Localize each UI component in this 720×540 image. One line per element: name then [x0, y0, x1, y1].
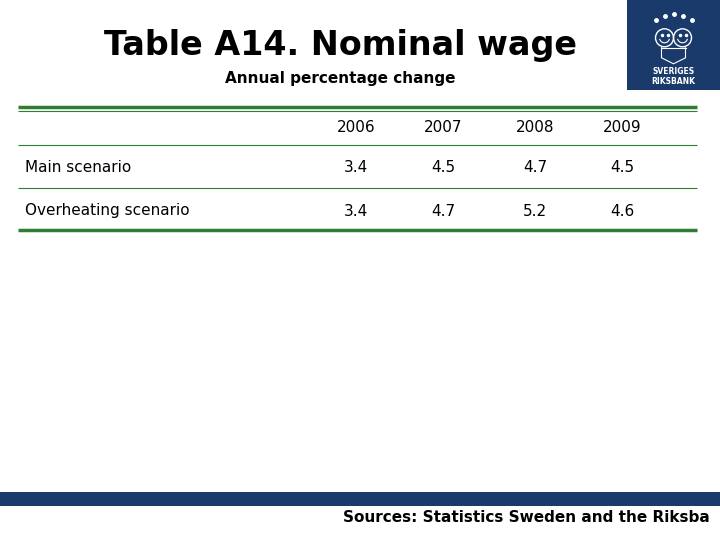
Text: 2008: 2008: [516, 119, 554, 134]
Text: 2009: 2009: [603, 119, 642, 134]
Text: Table A14. Nominal wage: Table A14. Nominal wage: [104, 29, 577, 62]
Text: 3.4: 3.4: [344, 204, 368, 219]
Bar: [627, 0, 720, 90]
Text: 4.7: 4.7: [431, 204, 455, 219]
Text: 4.5: 4.5: [610, 160, 634, 176]
Text: 3.4: 3.4: [344, 160, 368, 176]
Text: 4.6: 4.6: [610, 204, 634, 219]
Text: Annual percentage change: Annual percentage change: [225, 71, 455, 85]
Text: SVERIGES: SVERIGES: [652, 68, 695, 77]
Bar: [0, 492, 720, 506]
Text: Main scenario: Main scenario: [25, 160, 131, 176]
Text: 4.5: 4.5: [431, 160, 455, 176]
Text: Overheating scenario: Overheating scenario: [25, 204, 189, 219]
Text: RIKSBANK: RIKSBANK: [652, 78, 696, 86]
Text: 2007: 2007: [424, 119, 462, 134]
Text: Sources: Statistics Sweden and the Riksba: Sources: Statistics Sweden and the Riksb…: [343, 510, 710, 525]
Text: 2006: 2006: [337, 119, 375, 134]
Text: 4.7: 4.7: [523, 160, 547, 176]
Text: 5.2: 5.2: [523, 204, 547, 219]
